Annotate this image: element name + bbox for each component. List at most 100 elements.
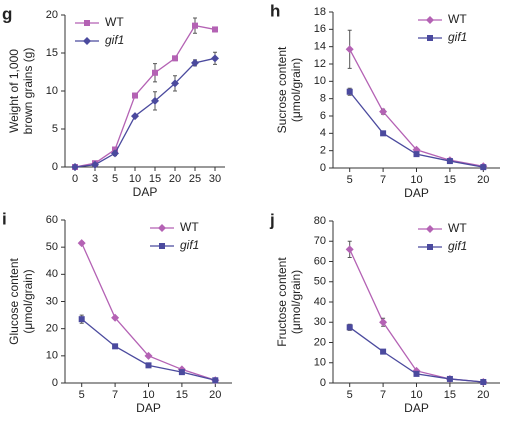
panel-letter: g <box>2 4 12 23</box>
marker <box>345 45 354 54</box>
x-tick-label: 20 <box>209 389 221 401</box>
y-tick-label: 5 <box>52 123 58 135</box>
x-tick-label: 15 <box>444 389 456 401</box>
marker <box>212 26 218 33</box>
marker <box>111 313 120 322</box>
marker <box>131 112 139 121</box>
marker <box>91 160 99 169</box>
marker <box>71 163 79 171</box>
y-tick-label: 60 <box>46 214 58 226</box>
legend-label: gif1 <box>105 33 124 47</box>
marker <box>77 239 86 248</box>
marker <box>345 245 354 254</box>
y-tick-label: 10 <box>46 85 58 97</box>
legend-marker <box>83 37 91 45</box>
x-tick-label: 5 <box>347 174 353 186</box>
y-tick-label: 70 <box>314 235 326 247</box>
y-axis-label: Sucrose content <box>275 46 289 133</box>
x-tick-label: 7 <box>112 389 118 401</box>
series-line <box>81 318 216 381</box>
legend-marker <box>426 225 434 233</box>
y-tick-label: 0 <box>320 377 326 389</box>
x-tick-label: 7 <box>380 174 386 186</box>
y-tick-label: 30 <box>46 295 58 307</box>
x-tick-label: 5 <box>347 389 353 401</box>
x-axis-label: DAP <box>136 401 161 415</box>
legend-label: gif1 <box>448 30 467 44</box>
legend-label: gif1 <box>180 238 199 252</box>
y-tick-label: 0 <box>52 161 58 173</box>
y-tick-label: 40 <box>314 296 326 308</box>
marker <box>446 158 453 165</box>
marker <box>178 369 185 376</box>
marker <box>413 151 420 158</box>
x-tick-label: 25 <box>189 173 201 185</box>
y-axis-label: (μmol/grain) <box>289 270 303 334</box>
x-axis-label: DAP <box>404 401 429 415</box>
x-tick-label: 15 <box>176 389 188 401</box>
legend-label: gif1 <box>448 239 467 253</box>
y-tick-label: 15 <box>46 47 58 59</box>
marker <box>379 318 388 327</box>
marker <box>380 130 387 137</box>
x-tick-label: 5 <box>79 389 85 401</box>
legend-label: WT <box>448 221 467 235</box>
y-axis-label: (μmol/grain) <box>289 58 303 122</box>
marker <box>132 92 138 99</box>
panel-letter: j <box>269 210 275 229</box>
y-tick-label: 10 <box>314 357 326 369</box>
y-tick-label: 12 <box>314 58 326 70</box>
y-tick-label: 2 <box>320 145 326 157</box>
y-tick-label: 6 <box>320 110 326 122</box>
marker <box>480 164 487 171</box>
legend-label: WT <box>448 12 467 26</box>
x-tick-label: 30 <box>209 173 221 185</box>
legend-marker <box>84 20 90 26</box>
panel-letter: h <box>270 1 280 20</box>
marker <box>144 351 153 360</box>
x-tick-label: 10 <box>142 389 154 401</box>
marker <box>145 362 152 369</box>
x-tick-label: 3 <box>92 173 98 185</box>
x-tick-label: 20 <box>169 173 181 185</box>
marker <box>446 375 453 382</box>
marker <box>211 54 219 63</box>
y-axis-label: Weight of 1,000 <box>7 49 21 133</box>
marker <box>111 149 119 158</box>
y-tick-label: 16 <box>314 23 326 35</box>
marker <box>191 58 199 67</box>
y-tick-label: 60 <box>314 255 326 267</box>
y-axis-label: (μmol/grain) <box>21 269 35 333</box>
marker <box>379 107 388 116</box>
y-tick-label: 0 <box>52 377 58 389</box>
marker <box>480 378 487 385</box>
y-axis-label: brown grains (g) <box>21 48 35 135</box>
series-line <box>74 57 216 168</box>
x-axis-label: DAP <box>404 186 429 200</box>
x-tick-label: 20 <box>477 389 489 401</box>
legend-marker <box>426 16 434 24</box>
y-tick-label: 18 <box>314 6 326 18</box>
marker <box>171 79 179 88</box>
x-tick-label: 15 <box>149 173 161 185</box>
panel-letter: i <box>2 209 7 228</box>
legend-label: WT <box>105 15 124 29</box>
x-tick-label: 7 <box>380 389 386 401</box>
y-tick-label: 20 <box>46 323 58 335</box>
y-axis-label: Fructose content <box>275 257 289 347</box>
y-tick-label: 8 <box>320 93 326 105</box>
x-tick-label: 10 <box>129 173 141 185</box>
y-tick-label: 50 <box>46 241 58 253</box>
marker <box>380 348 387 355</box>
x-axis-label: DAP <box>133 185 158 199</box>
legend-marker <box>427 35 433 41</box>
marker <box>346 88 353 95</box>
marker <box>151 96 159 105</box>
legend-marker <box>158 224 166 232</box>
y-tick-label: 0 <box>320 162 326 174</box>
marker <box>78 316 85 323</box>
y-tick-label: 14 <box>314 41 326 53</box>
y-tick-label: 10 <box>314 75 326 87</box>
marker <box>212 377 219 384</box>
